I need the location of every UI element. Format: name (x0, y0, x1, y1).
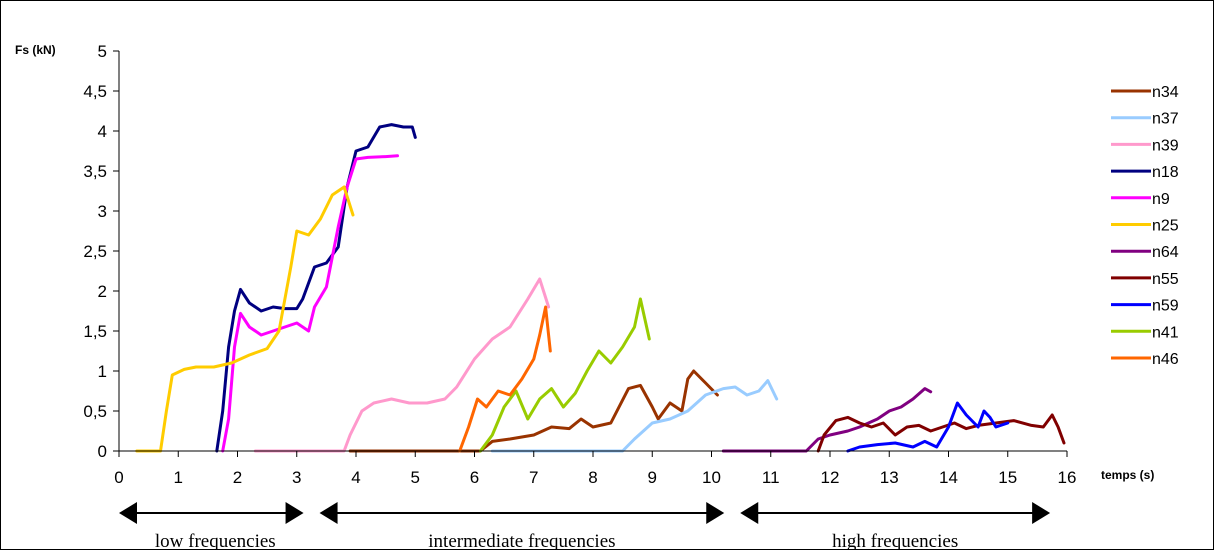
y-tick-label: 1,5 (83, 322, 107, 341)
legend-label-n55: n55 (1152, 271, 1179, 288)
x-tick-label: 13 (880, 468, 899, 487)
x-tick-label: 3 (292, 468, 301, 487)
y-tick-label: 0,5 (83, 402, 107, 421)
legend: n34 n37 n39 n18 n9 n25 n64 n55 n59 n41 n46 (1111, 84, 1179, 368)
band-label: low frequencies (155, 531, 276, 549)
y-tick-label: 2 (98, 282, 107, 301)
band-arrow-right-head (285, 502, 304, 524)
y-tick-label: 0 (98, 442, 107, 461)
x-tick-label: 14 (939, 468, 958, 487)
legend-label-n39: n39 (1152, 137, 1179, 154)
series-line-n59 (846, 401, 1010, 453)
band-label: intermediate frequencies (428, 531, 615, 549)
legend-label-n46: n46 (1152, 351, 1179, 368)
band-arrow-left-head (740, 502, 759, 524)
x-tick-label: 7 (529, 468, 538, 487)
y-tick-label: 1 (98, 362, 107, 381)
x-tick-label: 9 (648, 468, 657, 487)
x-tick-label: 0 (114, 468, 123, 487)
band-arrow-right-head (1032, 502, 1051, 524)
series-line-n41 (478, 297, 651, 453)
legend-label-n25: n25 (1152, 218, 1179, 235)
x-tick-label: 2 (233, 468, 242, 487)
series-line-n18 (215, 123, 417, 453)
series-line-n25 (135, 185, 355, 453)
y-tick-label: 2,5 (83, 242, 107, 261)
series-line-n34 (348, 369, 719, 453)
legend-label-n37: n37 (1152, 111, 1179, 128)
x-tick-label: 15 (998, 468, 1017, 487)
y-tick-label: 3,5 (83, 162, 107, 181)
y-tick-label: 4 (98, 122, 107, 141)
axes: 00,511,522,533,544,550 1 2 3 4 5 6 7 8 9 10 11 12 13 1… (83, 42, 1076, 487)
x-tick-label: 16 (1058, 468, 1077, 487)
legend-label-n64: n64 (1152, 244, 1179, 261)
series-line-n46 (458, 305, 552, 453)
band-arrow-left-head (119, 502, 137, 524)
series-line-n55 (816, 413, 1066, 453)
band-arrow-left-head (319, 502, 338, 524)
x-tick-label: 12 (821, 468, 840, 487)
y-tick-label: 3 (98, 202, 107, 221)
series-line-n39 (253, 277, 551, 453)
x-tick-label: 11 (762, 468, 780, 487)
legend-label-n59: n59 (1152, 298, 1179, 315)
series-lines (135, 123, 1066, 453)
legend-label-n34: n34 (1152, 84, 1179, 101)
y-axis-label: Fs (kN) (15, 43, 56, 57)
band-label: high frequencies (832, 531, 958, 549)
legend-label-n18: n18 (1152, 164, 1179, 181)
legend-label-n41: n41 (1152, 324, 1179, 341)
y-tick-label: 5 (98, 42, 107, 61)
x-tick-label: 6 (470, 468, 479, 487)
y-tick-label: 4,5 (83, 82, 107, 101)
legend-label-n9: n9 (1152, 191, 1170, 208)
x-tick-label: 10 (702, 468, 721, 487)
x-tick-label: 4 (351, 468, 360, 487)
series-line-n9 (221, 154, 399, 453)
x-tick-label: 1 (174, 468, 183, 487)
x-tick-label: 8 (588, 468, 597, 487)
x-axis-label: temps (s) (1101, 468, 1154, 482)
series-line-n37 (490, 379, 779, 453)
frequency-bands: low frequencies intermediate frequencies h… (119, 502, 1051, 549)
series-line-n64 (721, 387, 933, 453)
band-arrow-right-head (706, 502, 725, 524)
x-tick-label: 5 (411, 468, 420, 487)
